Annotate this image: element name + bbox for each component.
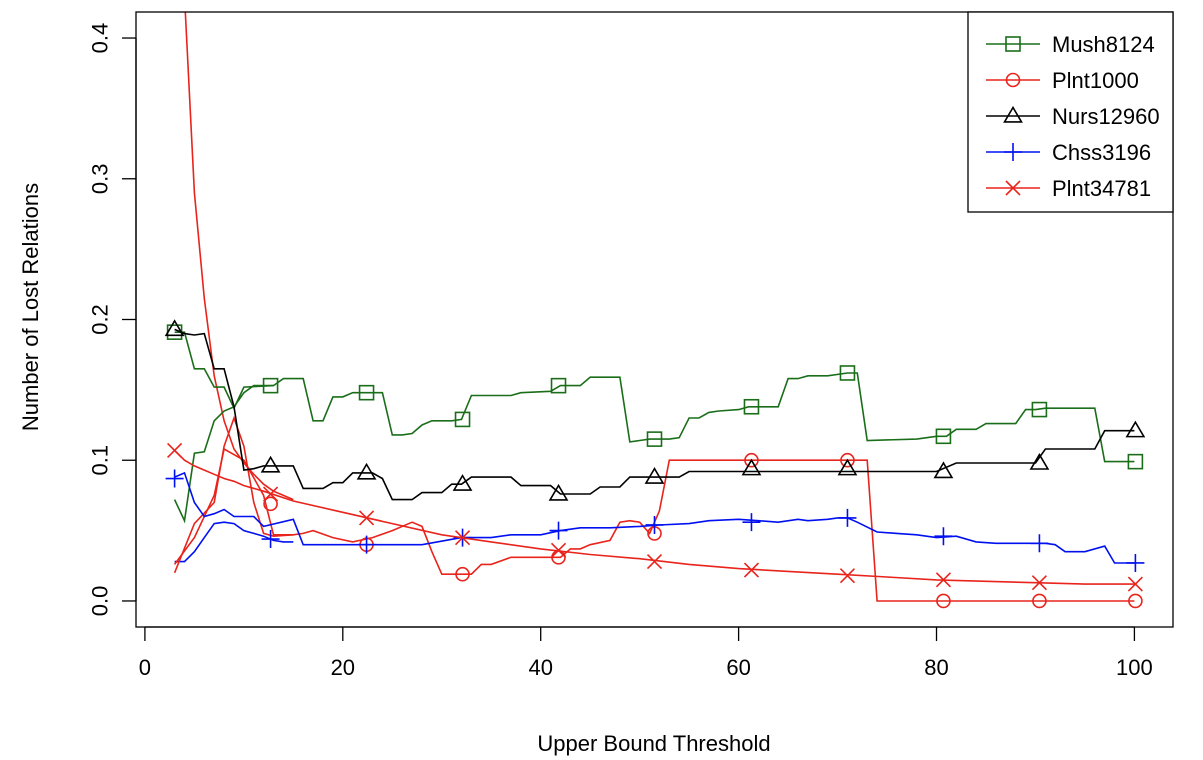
marker-plnt34781-2 [263,486,279,502]
series-line-plnt1000 [173,447,1135,602]
marker-chss3196-1 [165,469,184,488]
marker-nurs12960-6 [644,467,665,484]
x-tick-label-4: 60 [726,655,750,680]
marker-plnt1000-8 [936,593,951,609]
marker-mush8124-9 [935,428,952,445]
legend-marker-nurs12960 [1003,105,1023,123]
legend: Mush8124 Plnt1000 Nurs12960 Chss3196 Plnt347… [967,11,1174,213]
marker-plnt34781-6 [646,553,663,570]
marker-nurs12960-7 [741,458,762,476]
legend-marker-chss3196 [1004,143,1022,161]
marker-mush8124-6 [646,431,663,447]
marker-plnt34781-7 [743,562,760,578]
series-markers-nurs12960 [164,319,1146,501]
marker-nurs12960-9 [933,461,954,479]
extra-line-1 [184,12,294,501]
marker-chss3196-7 [742,513,761,532]
marker-plnt34781-9 [935,572,952,588]
marker-plnt1000-3 [455,566,470,582]
x-axis-title: Upper Bound Threshold [537,731,770,756]
marker-chss3196-11 [1126,553,1145,572]
series-markers-chss3196 [165,469,1145,572]
marker-chss3196-3 [357,535,376,554]
marker-mush8124-5 [550,377,567,394]
legend-box [967,11,1174,213]
series-line-nurs12960 [174,328,1135,501]
marker-mush8124-4 [454,411,471,428]
legend-item-nurs12960: Nurs12960 [986,104,1160,129]
series-markers-mush8124 [166,324,1144,470]
marker-plnt34781-4 [454,530,471,546]
marker-mush8124-8 [839,365,856,381]
marker-nurs12960-10 [1029,452,1050,470]
x-tick-label-1: 0 [139,655,151,680]
marker-plnt1000-9 [1032,593,1047,609]
legend-item-mush8124: Mush8124 [986,32,1155,57]
legend-marker-plnt1000 [1005,72,1021,88]
y-axis: 0.0 0.1 0.2 0.3 0.4 [88,23,137,617]
marker-mush8124-2 [262,377,279,394]
legend-label-chss3196: Chss3196 [1052,140,1151,165]
marker-plnt1000-1 [263,496,278,512]
marker-nurs12960-4 [452,474,473,491]
marker-mush8124-10 [1031,401,1048,418]
legend-item-plnt1000: Plnt1000 [986,68,1139,93]
marker-nurs12960-8 [837,458,858,476]
marker-plnt34781-1 [167,442,183,458]
marker-chss3196-6 [645,515,664,534]
legend-item-plnt34781: Plnt34781 [986,176,1151,201]
legend-marker-mush8124 [1005,36,1021,52]
legend-marker-plnt34781 [1005,180,1021,196]
marker-plnt1000-10 [1128,593,1143,609]
series-line-chss3196 [174,471,1135,564]
x-tick-label-6: 100 [1116,655,1153,680]
marker-plnt34781-11 [1127,576,1143,592]
marker-nurs12960-1 [164,319,185,337]
y-tick-label-1: 0.0 [88,586,113,617]
series-markers-plnt34781 [167,442,1143,592]
y-axis-title: Number of Lost Relations [18,183,43,431]
extra-line-3 [173,384,274,524]
legend-item-chss3196: Chss3196 [986,140,1151,165]
marker-nurs12960-2 [260,455,281,473]
x-tick-label-3: 40 [528,655,552,680]
y-tick-label-2: 0.1 [88,445,113,476]
marker-plnt34781-5 [550,542,567,558]
legend-label-plnt34781: Plnt34781 [1052,176,1151,201]
marker-plnt34781-3 [358,510,375,526]
marker-chss3196-10 [1030,534,1049,553]
y-tick-label-5: 0.4 [88,23,113,54]
marker-chss3196-8 [838,508,857,527]
marker-mush8124-3 [358,384,375,401]
series-line-plnt34781 [174,449,1135,585]
legend-label-mush8124: Mush8124 [1052,32,1155,57]
legend-label-plnt1000: Plnt1000 [1052,68,1139,93]
x-axis: 0 20 40 60 80 100 [139,626,1153,680]
extra-line-4 [173,415,294,574]
x-tick-label-5: 80 [924,655,948,680]
marker-mush8124-11 [1127,453,1144,470]
marker-nurs12960-11 [1125,420,1146,438]
marker-mush8124-7 [743,398,760,415]
y-tick-label-3: 0.2 [88,304,113,335]
marker-chss3196-9 [934,527,953,546]
marker-nurs12960-5 [548,483,569,501]
series-lines [164,12,1146,609]
marker-plnt1000-6 [744,452,759,468]
extra-line-2 [174,521,294,563]
marker-plnt34781-10 [1031,575,1047,591]
marker-plnt34781-8 [839,568,856,584]
series-line-mush8124 [174,331,1135,463]
y-tick-label-4: 0.3 [88,163,113,194]
series-markers-plnt1000 [263,452,1143,609]
marker-chss3196-5 [549,521,568,540]
legend-label-nurs12960: Nurs12960 [1052,104,1160,129]
marker-nurs12960-3 [356,462,377,480]
marker-chss3196-2 [261,530,280,549]
x-tick-label-2: 20 [331,655,355,680]
marker-plnt1000-7 [840,452,855,468]
